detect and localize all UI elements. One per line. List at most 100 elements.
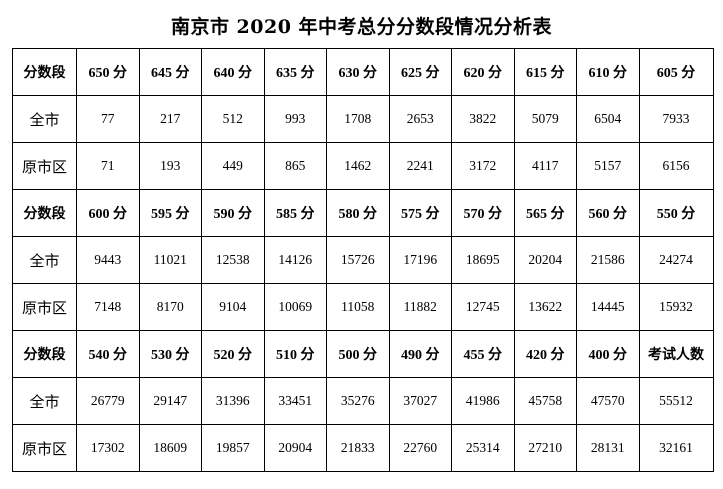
table-cell: 21586 (576, 236, 640, 284)
table-cell: 55512 (638, 377, 714, 425)
column-header: 590 分 (201, 189, 265, 237)
table-row: 全市 26779 29147 31396 33451 35276 37027 41986 457… (12, 377, 714, 425)
table-row: 全市 9443 11021 12538 14126 15726 17196 18695 2020… (12, 236, 714, 284)
column-header: 560 分 (576, 189, 640, 237)
table-cell: 17302 (76, 424, 140, 472)
column-header: 565 分 (513, 189, 577, 237)
table-cell: 25314 (451, 424, 515, 472)
column-header: 625 分 (388, 48, 452, 96)
column-header: 455 分 (451, 330, 515, 378)
column-header: 530 分 (138, 330, 202, 378)
table-cell: 15726 (326, 236, 390, 284)
table-row: 原市区 17302 18609 19857 20904 21833 22760 25314 27… (12, 424, 714, 472)
table-cell: 28131 (576, 424, 640, 472)
column-header: 400 分 (576, 330, 640, 378)
table-cell: 3172 (451, 142, 515, 190)
row-label: 全市 (12, 95, 77, 143)
table-cell: 18609 (138, 424, 202, 472)
row-label: 分数段 (12, 48, 77, 96)
row-label: 原市区 (12, 142, 77, 190)
column-header: 540 分 (76, 330, 140, 378)
row-label: 原市区 (12, 283, 77, 331)
table-cell: 41986 (451, 377, 515, 425)
column-header: 510 分 (263, 330, 327, 378)
row-label: 分数段 (12, 330, 77, 378)
table-cell: 11058 (326, 283, 390, 331)
table-cell: 37027 (388, 377, 452, 425)
column-header: 575 分 (388, 189, 452, 237)
table-cell: 2241 (388, 142, 452, 190)
table-cell: 22760 (388, 424, 452, 472)
table-cell: 10069 (263, 283, 327, 331)
column-header: 630 分 (326, 48, 390, 96)
table-cell: 24274 (638, 236, 714, 284)
column-header: 640 分 (201, 48, 265, 96)
table-cell: 71 (76, 142, 140, 190)
table-cell: 193 (138, 142, 202, 190)
table-cell: 26779 (76, 377, 140, 425)
table-cell: 5079 (513, 95, 577, 143)
table-cell: 29147 (138, 377, 202, 425)
column-header: 520 分 (201, 330, 265, 378)
column-header: 645 分 (138, 48, 202, 96)
column-header: 605 分 (638, 48, 714, 96)
table-cell: 18695 (451, 236, 515, 284)
table-cell: 9443 (76, 236, 140, 284)
table-cell: 11021 (138, 236, 202, 284)
table-cell: 15932 (638, 283, 714, 331)
table-cell: 77 (76, 95, 140, 143)
column-header: 550 分 (638, 189, 714, 237)
table-row: 原市区 7148 8170 9104 10069 11058 11882 12745 13622… (12, 283, 714, 331)
table-cell: 7933 (638, 95, 714, 143)
table-cell: 2653 (388, 95, 452, 143)
table-cell: 4117 (513, 142, 577, 190)
header-row: 分数段 650 分 645 分 640 分 635 分 630 分 625 分 620 分 61… (12, 48, 714, 96)
table-cell: 12745 (451, 283, 515, 331)
table-cell: 449 (201, 142, 265, 190)
column-header: 615 分 (513, 48, 577, 96)
table-cell: 3822 (451, 95, 515, 143)
table-cell: 21833 (326, 424, 390, 472)
column-header: 600 分 (76, 189, 140, 237)
column-header: 595 分 (138, 189, 202, 237)
table-cell: 6156 (638, 142, 714, 190)
column-header: 610 分 (576, 48, 640, 96)
table-cell: 5157 (576, 142, 640, 190)
column-header: 635 分 (263, 48, 327, 96)
table-cell: 14126 (263, 236, 327, 284)
table-cell: 27210 (513, 424, 577, 472)
table-cell: 31396 (201, 377, 265, 425)
table-cell: 1462 (326, 142, 390, 190)
table-cell: 11882 (388, 283, 452, 331)
column-header: 570 分 (451, 189, 515, 237)
column-header: 620 分 (451, 48, 515, 96)
table-cell: 19857 (201, 424, 265, 472)
table-cell: 20904 (263, 424, 327, 472)
row-label: 分数段 (12, 189, 77, 237)
table-row: 全市 77 217 512 993 1708 2653 3822 5079 6504 7933 (12, 95, 714, 143)
column-header: 585 分 (263, 189, 327, 237)
table-cell: 8170 (138, 283, 202, 331)
table-cell: 14445 (576, 283, 640, 331)
table-cell: 12538 (201, 236, 265, 284)
table-cell: 6504 (576, 95, 640, 143)
column-header: 650 分 (76, 48, 140, 96)
column-header: 500 分 (326, 330, 390, 378)
row-label: 原市区 (12, 424, 77, 472)
table-cell: 865 (263, 142, 327, 190)
table-cell: 45758 (513, 377, 577, 425)
table-cell: 17196 (388, 236, 452, 284)
row-label: 全市 (12, 236, 77, 284)
table-cell: 33451 (263, 377, 327, 425)
header-row: 分数段 540 分 530 分 520 分 510 分 500 分 490 分 455 分 42… (12, 330, 714, 378)
table-cell: 1708 (326, 95, 390, 143)
table-cell: 512 (201, 95, 265, 143)
table-cell: 993 (263, 95, 327, 143)
column-header: 420 分 (513, 330, 577, 378)
table-cell: 7148 (76, 283, 140, 331)
table-cell: 35276 (326, 377, 390, 425)
score-distribution-table: 分数段 650 分 645 分 640 分 635 分 630 分 625 分 620 分 61… (12, 48, 714, 472)
page-title: 南京市 2020 年中考总分分数段情况分析表 (170, 16, 553, 38)
table-row: 原市区 71 193 449 865 1462 2241 3172 4117 5157 6156 (12, 142, 714, 190)
header-row: 分数段 600 分 595 分 590 分 585 分 580 分 575 分 570 分 56… (12, 189, 714, 237)
